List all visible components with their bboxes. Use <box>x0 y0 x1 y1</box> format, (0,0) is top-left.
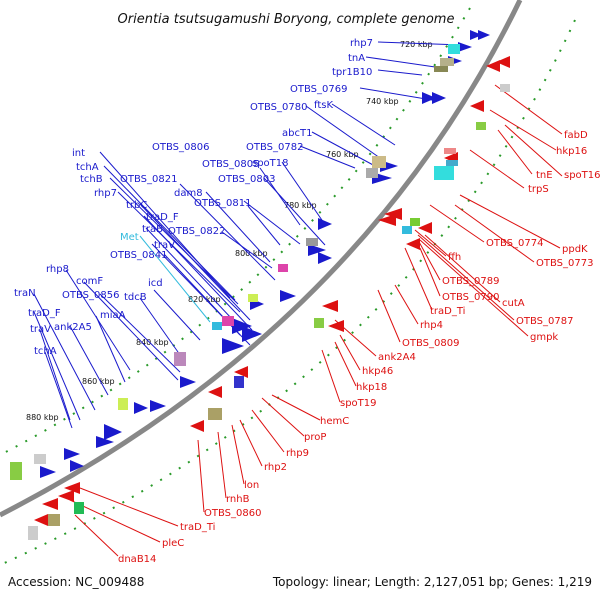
gene-label: OTBS_0774 <box>486 238 543 249</box>
gene-label: dam8 <box>174 188 203 199</box>
gene-label: tnE <box>536 170 553 181</box>
gene-label: proP <box>304 432 326 443</box>
gene-label: traB <box>142 224 163 235</box>
gene-label: fabD <box>564 130 588 141</box>
gene-label: trpS <box>528 184 549 195</box>
gene-label: tpr1B10 <box>332 67 372 78</box>
gene-label: ffh <box>448 252 461 263</box>
gene-label: OTBS_0769 <box>290 84 347 95</box>
gene-label: OTBS_0811 <box>194 198 251 209</box>
gene-label: Met <box>120 232 139 243</box>
gene-label: spoT19 <box>340 398 377 409</box>
kbp-tick-label: 760 kbp <box>326 150 359 159</box>
gene-label: traV <box>30 324 51 335</box>
gene-label: trbC <box>126 200 147 211</box>
gene-label: OTBS_0773 <box>536 258 593 269</box>
gene-label: tnA <box>348 53 365 64</box>
gene-label: hemC <box>320 416 349 427</box>
gene-label: OTBS_0790 <box>442 292 499 303</box>
kbp-tick-label: 720 kbp <box>400 40 433 49</box>
gene-label: pleC <box>162 538 184 549</box>
gene-label: ank2A5 <box>54 322 92 333</box>
gene-label: hkp46 <box>362 366 393 377</box>
genome-backbone-arc <box>0 0 523 518</box>
gene-label: gmpk <box>530 332 558 343</box>
kbp-tick-label: 780 kbp <box>284 201 317 210</box>
gene-label: hkp16 <box>556 146 587 157</box>
rna-gene-labels: Met <box>120 232 139 243</box>
gene-label: rhp8 <box>46 264 69 275</box>
red-leader-lines <box>69 84 563 557</box>
gene-label: OTBS_0822 <box>168 226 225 237</box>
gene-label: OTBS_0841 <box>110 250 167 261</box>
forward-strand-features <box>40 30 490 478</box>
blue-leader-lines <box>33 41 463 429</box>
gene-label: rhp7 <box>350 38 373 49</box>
kbp-tick-label: 840 kbp <box>136 338 169 347</box>
gene-label: rhp9 <box>286 448 309 459</box>
gene-label: OTBS_0787 <box>516 316 573 327</box>
gene-label: OTBS_0860 <box>204 508 261 519</box>
kbp-tick-label: 860 kbp <box>82 377 115 386</box>
gene-label: OTBS_0805 <box>202 159 259 170</box>
gene-label: lon <box>244 480 259 491</box>
gene-label: OTBS_0803 <box>218 174 275 185</box>
gene-label: tdcB <box>124 292 147 303</box>
gene-label: spoT16 <box>564 170 600 181</box>
gene-label: ftsK <box>314 100 333 111</box>
forward-gene-labels: rhp7 tnA tpr1B10 OTBS_0769 ftsK OTBS_078… <box>14 38 373 357</box>
gene-label: spoT18 <box>252 158 289 169</box>
gene-label: int <box>72 148 85 159</box>
gene-label: rhp7 <box>94 188 117 199</box>
map-title: Orientia tsutsugamushi Boryong, complete… <box>118 12 455 27</box>
gene-label: traD_F <box>146 212 179 223</box>
gene-label: rhp2 <box>264 462 287 473</box>
gene-label: traD_Ti <box>180 522 215 533</box>
gene-label: OTBS_0782 <box>246 142 303 153</box>
gene-label: tchB <box>80 174 103 185</box>
gene-label: traV <box>154 240 175 251</box>
gene-label: OTBS_0806 <box>152 142 209 153</box>
gene-label: comF <box>76 276 103 287</box>
kbp-tick-label: 880 kbp <box>26 413 59 422</box>
gene-label: traD_F <box>28 308 61 319</box>
accession-text: Accession: NC_009488 <box>8 575 144 589</box>
topology-summary: Topology: linear; Length: 2,127,051 bp; … <box>272 575 592 589</box>
gene-label: abcT1 <box>282 128 312 139</box>
gene-label: ppdK <box>562 244 588 255</box>
gene-label: miaA <box>100 310 126 321</box>
cyan-leader-lines <box>139 235 211 323</box>
gene-label: rnhB <box>226 494 250 505</box>
gene-label: OTBS_0780 <box>250 102 307 113</box>
reverse-gene-labels: fabD hkp16 tnE spoT16 trpS ppdK OTBS_077… <box>118 130 600 565</box>
gene-label: tchA <box>76 162 99 173</box>
kbp-tick-label: 820 kbp <box>188 295 221 304</box>
gene-label: ank2A4 <box>378 352 416 363</box>
misc-colored-features <box>10 44 510 540</box>
gene-label: cutA <box>502 298 525 309</box>
gene-label: OTBS_0856 <box>62 290 119 301</box>
gene-label: OTBS_0821 <box>120 174 177 185</box>
gene-label: traD_Ti <box>430 306 465 317</box>
gene-label: OTBS_0789 <box>442 276 499 287</box>
gene-label: OTBS_0809 <box>402 338 459 349</box>
gene-label: icd <box>148 278 163 289</box>
gene-label: tchA <box>34 346 57 357</box>
reverse-strand-features <box>34 56 510 526</box>
gene-label: hkp18 <box>356 382 387 393</box>
gene-label: rhp4 <box>420 320 443 331</box>
kbp-tick-label: 740 kbp <box>366 97 399 106</box>
gene-label: traN <box>14 288 36 299</box>
gene-label: dnaB14 <box>118 554 156 565</box>
